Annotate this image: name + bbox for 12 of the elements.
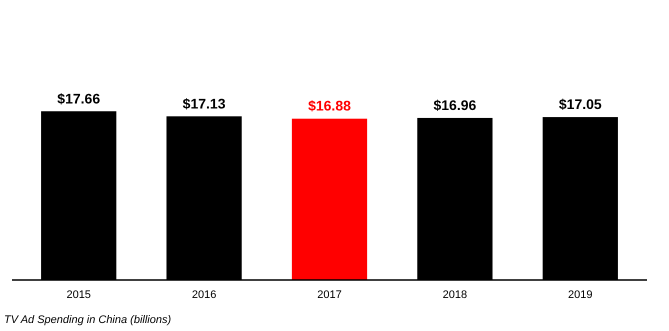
x-tick-label: 2016 bbox=[192, 289, 216, 301]
data-label: $17.13 bbox=[182, 95, 226, 112]
bar bbox=[292, 118, 368, 280]
data-label: $17.05 bbox=[558, 96, 602, 112]
data-label: $17.66 bbox=[57, 90, 100, 106]
data-label: $16.96 bbox=[433, 96, 477, 113]
x-tick-label: 2017 bbox=[317, 289, 342, 301]
text: TV Ad Spending in China (billions) bbox=[4, 314, 172, 326]
x-tick-label: 2018 bbox=[442, 289, 468, 301]
data-label: $16.88 bbox=[308, 98, 352, 114]
x-tick-label: 2019 bbox=[568, 289, 593, 301]
x-tick-label: 2015 bbox=[66, 289, 91, 301]
